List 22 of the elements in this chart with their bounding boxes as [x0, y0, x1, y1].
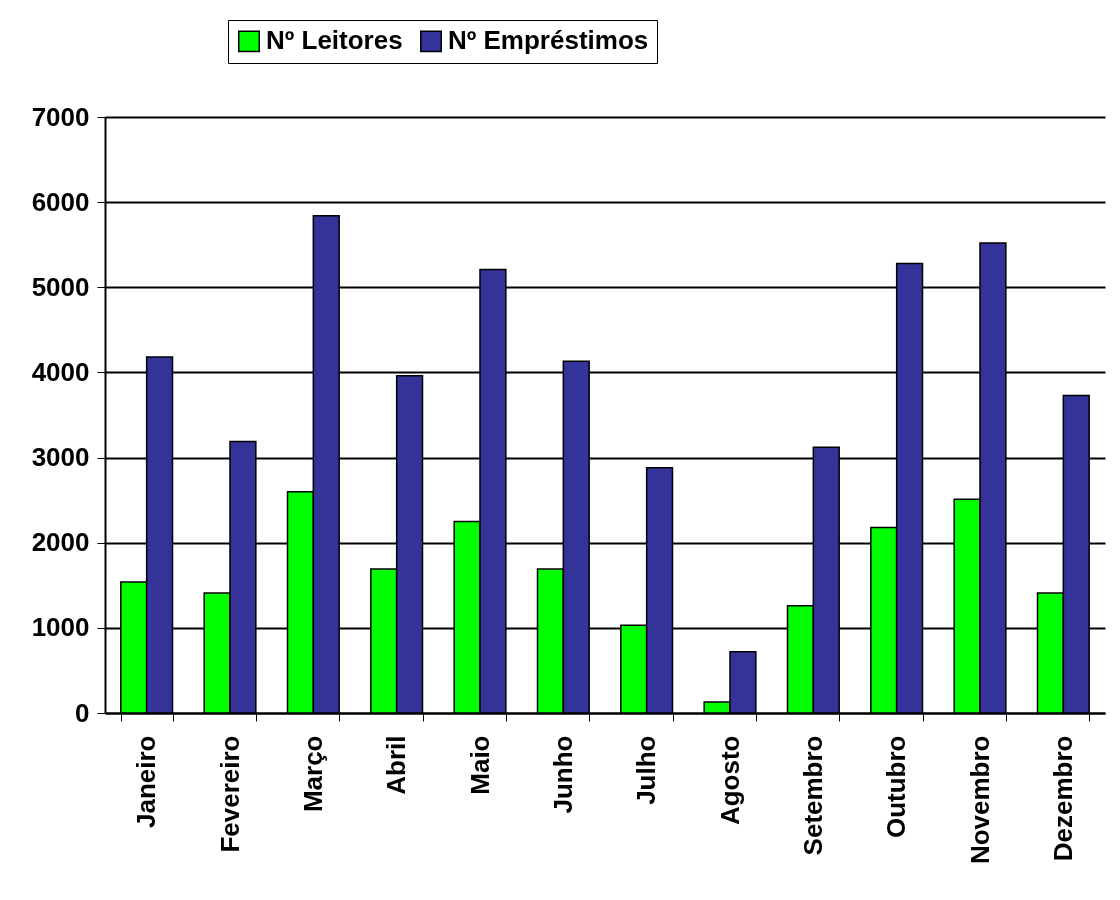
x-tick-label: Julho [631, 735, 662, 805]
x-tick-label: Março [297, 735, 328, 813]
x-tick-label: Novembro [964, 735, 995, 865]
y-tick-label: 3000 [31, 442, 90, 473]
x-tick-label: Fevereiro [214, 735, 245, 853]
legend-label: Nº Empréstimos [448, 25, 649, 56]
y-tick-label: 4000 [31, 356, 90, 387]
x-tick-label: Outubro [881, 735, 912, 839]
y-tick-label: 0 [75, 697, 90, 728]
x-tick-label: Maio [464, 735, 495, 795]
y-tick-label: 1000 [31, 612, 90, 643]
x-tick-label: Janeiro [131, 735, 162, 828]
x-tick-label: Abril [381, 735, 412, 795]
x-tick-label: Setembro [797, 735, 828, 856]
x-tick-label: Agosto [714, 735, 745, 826]
x-tick-label: Dezembro [1047, 735, 1078, 862]
y-tick-label: 5000 [31, 271, 90, 302]
x-tick-label: Junho [547, 735, 578, 814]
y-tick-label: 2000 [31, 527, 90, 558]
y-tick-label: 6000 [31, 186, 90, 217]
legend-label: Nº Leitores [266, 25, 403, 56]
y-tick-label: 7000 [31, 101, 90, 132]
